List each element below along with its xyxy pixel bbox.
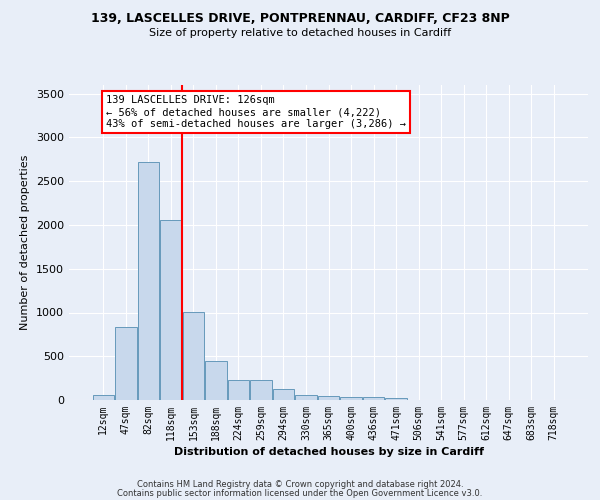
Bar xyxy=(160,220,182,400)
Y-axis label: Number of detached properties: Number of detached properties xyxy=(20,155,31,330)
Bar xyxy=(228,380,249,400)
Bar xyxy=(250,380,272,400)
Bar xyxy=(92,395,114,400)
Bar xyxy=(205,360,227,400)
Bar xyxy=(340,398,362,400)
Text: Contains HM Land Registry data © Crown copyright and database right 2024.: Contains HM Land Registry data © Crown c… xyxy=(137,480,463,489)
Bar xyxy=(137,162,159,400)
Bar xyxy=(182,312,204,400)
Bar xyxy=(318,396,339,400)
Text: Contains public sector information licensed under the Open Government Licence v3: Contains public sector information licen… xyxy=(118,488,482,498)
Text: 139 LASCELLES DRIVE: 126sqm
← 56% of detached houses are smaller (4,222)
43% of : 139 LASCELLES DRIVE: 126sqm ← 56% of det… xyxy=(106,96,406,128)
X-axis label: Distribution of detached houses by size in Cardiff: Distribution of detached houses by size … xyxy=(173,447,484,457)
Text: 139, LASCELLES DRIVE, PONTPRENNAU, CARDIFF, CF23 8NP: 139, LASCELLES DRIVE, PONTPRENNAU, CARDI… xyxy=(91,12,509,26)
Bar xyxy=(295,395,317,400)
Bar xyxy=(385,398,407,400)
Bar xyxy=(363,398,384,400)
Bar xyxy=(273,388,294,400)
Bar xyxy=(115,326,137,400)
Text: Size of property relative to detached houses in Cardiff: Size of property relative to detached ho… xyxy=(149,28,451,38)
